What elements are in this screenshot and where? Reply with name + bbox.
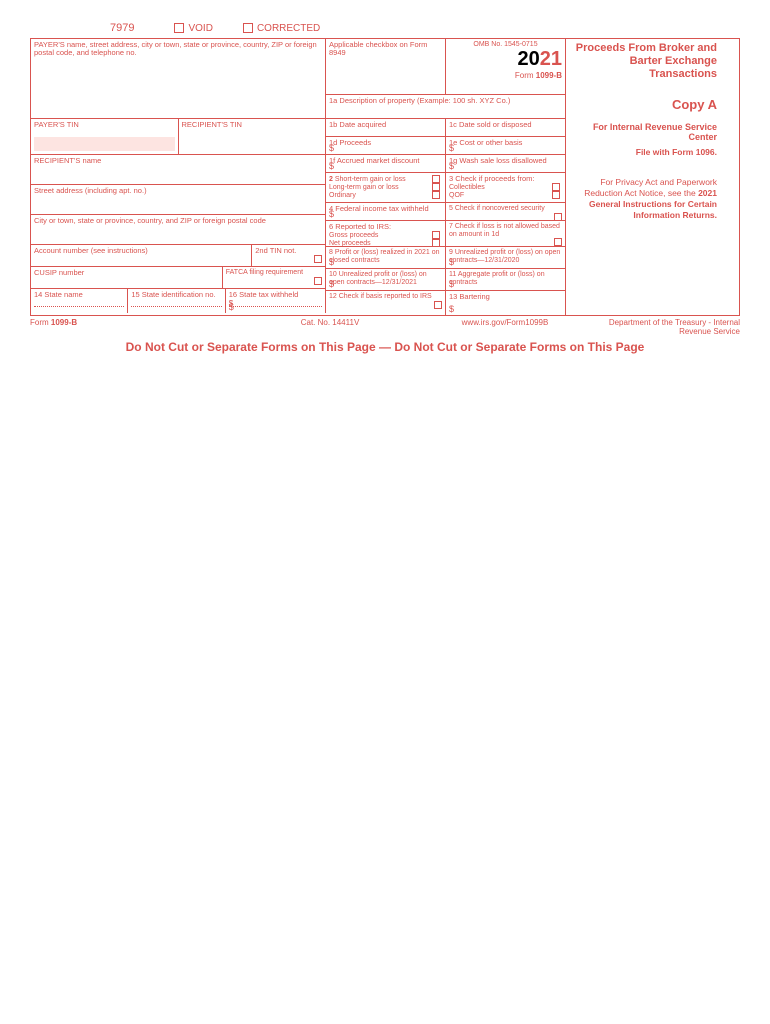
footer-url: www.irs.gov/Form1099B	[430, 318, 580, 336]
state-id-box[interactable]: 15 State identification no.	[128, 289, 225, 313]
row-4-5: 4 Federal income tax withheld$ 5 Check i…	[326, 203, 566, 221]
footer: Form 1099-B Cat. No. 14411V www.irs.gov/…	[30, 316, 740, 336]
header-mid-row: Applicable checkbox on Form 8949 OMB No.…	[326, 39, 566, 95]
account-row: Account number (see instructions) 2nd TI…	[31, 245, 326, 267]
do-not-cut-warning: Do Not Cut or Separate Forms on This Pag…	[30, 340, 740, 354]
recipient-name-box[interactable]: RECIPIENT'S name	[31, 155, 326, 185]
box-8[interactable]: 8 Profit or (loss) realized in 2021 on c…	[326, 247, 446, 269]
irs-center-info: For Internal Revenue Service Center	[570, 122, 717, 144]
row-1d-1e: 1d Proceeds$ 1e Cost or other basis$	[326, 137, 566, 155]
form-number: 7979	[110, 22, 134, 34]
box-13[interactable]: 13 Bartering$	[446, 291, 566, 315]
box-7: 7 Check if loss is not allowed based on …	[446, 221, 566, 247]
box-1d[interactable]: 1d Proceeds$	[326, 137, 446, 155]
form-1099b: 7979 VOID CORRECTED PAYER'S name, street…	[0, 0, 770, 374]
state-row: 14 State name 15 State identification no…	[31, 289, 326, 313]
left-column: PAYER'S name, street address, city or to…	[31, 39, 326, 315]
box-9[interactable]: 9 Unrealized profit or (loss) on open co…	[446, 247, 566, 269]
tin-row: PAYER'S TIN RECIPIENT'S TIN	[31, 119, 326, 155]
payer-tin-box[interactable]: PAYER'S TIN	[31, 119, 179, 155]
ordinary-checkbox[interactable]	[432, 191, 440, 199]
middle-column: Applicable checkbox on Form 8949 OMB No.…	[326, 39, 566, 315]
box-3: 3 Check if proceeds from: Collectibles Q…	[446, 173, 566, 203]
fatca-checkbox[interactable]	[314, 277, 322, 285]
footer-cat: Cat. No. 14411V	[230, 318, 430, 336]
right-column: Proceeds From Broker and Barter Exchange…	[566, 39, 721, 315]
void-label: VOID	[188, 23, 212, 34]
account-number-box[interactable]: Account number (see instructions)	[31, 245, 252, 267]
file-with-info: File with Form 1096.	[570, 147, 717, 157]
fatca-box: FATCA filing requirement	[223, 267, 326, 289]
corrected-label: CORRECTED	[257, 23, 320, 34]
street-address-box[interactable]: Street address (including apt. no.)	[31, 185, 326, 215]
tin-not-box: 2nd TIN not.	[252, 245, 326, 267]
box-1f[interactable]: 1f Accrued market discount$	[326, 155, 446, 173]
box-6: 6 Reported to IRS: Gross proceeds Net pr…	[326, 221, 446, 247]
checkbox-8949-box[interactable]: Applicable checkbox on Form 8949	[326, 39, 446, 95]
void-checkbox[interactable]	[174, 23, 184, 33]
row-8-9: 8 Profit or (loss) realized in 2021 on c…	[326, 247, 566, 269]
qof-checkbox[interactable]	[552, 191, 560, 199]
box-11[interactable]: 11 Aggregate profit or (loss) on contrac…	[446, 269, 566, 291]
recipient-tin-box[interactable]: RECIPIENT'S TIN	[179, 119, 327, 155]
collectibles-checkbox[interactable]	[552, 183, 560, 191]
row-2-3: 2 Short-term gain or loss Long-term gain…	[326, 173, 566, 203]
box-1e[interactable]: 1e Cost or other basis$	[446, 137, 566, 155]
cusip-box[interactable]: CUSIP number	[31, 267, 223, 289]
box-1c[interactable]: 1c Date sold or disposed	[446, 119, 566, 137]
loss-not-allowed-checkbox[interactable]	[554, 238, 562, 246]
footer-form: Form 1099-B	[30, 318, 77, 327]
box-2: 2 Short-term gain or loss Long-term gain…	[326, 173, 446, 203]
row-10-11: 10 Unrealized profit or (loss) on open c…	[326, 269, 566, 291]
copy-label: Copy A	[570, 97, 717, 112]
tax-year: 2021	[449, 48, 562, 71]
main-form-grid: PAYER'S name, street address, city or to…	[30, 38, 740, 316]
box-1g[interactable]: 1g Wash sale loss disallowed$	[446, 155, 566, 173]
box-4[interactable]: 4 Federal income tax withheld$	[326, 203, 446, 221]
gross-proceeds-checkbox[interactable]	[432, 231, 440, 239]
box-12: 12 Check if basis reported to IRS	[326, 291, 446, 315]
form-title: Proceeds From Broker and Barter Exchange…	[570, 42, 717, 82]
corrected-checkbox[interactable]	[243, 23, 253, 33]
footer-dept: Department of the Treasury - Internal Re…	[580, 318, 740, 336]
privacy-notice: For Privacy Act and Paperwork Reduction …	[570, 177, 717, 221]
box-5: 5 Check if noncovered security	[446, 203, 566, 221]
year-box: OMB No. 1545-0715 2021 Form 1099-B	[446, 39, 566, 95]
short-term-checkbox[interactable]	[432, 175, 440, 183]
noncovered-checkbox[interactable]	[554, 213, 562, 221]
row-1f-1g: 1f Accrued market discount$ 1g Wash sale…	[326, 155, 566, 173]
state-name-box[interactable]: 14 State name	[31, 289, 128, 313]
long-term-checkbox[interactable]	[432, 183, 440, 191]
tin-not-checkbox[interactable]	[314, 255, 322, 263]
row-6-7: 6 Reported to IRS: Gross proceeds Net pr…	[326, 221, 566, 247]
row-1b-1c: 1b Date acquired 1c Date sold or dispose…	[326, 119, 566, 137]
state-tax-box[interactable]: 16 State tax withheld $ $	[226, 289, 326, 313]
box-1a[interactable]: 1a Description of property (Example: 100…	[326, 95, 566, 119]
payer-info-box[interactable]: PAYER'S name, street address, city or to…	[31, 39, 326, 119]
cusip-row: CUSIP number FATCA filing requirement	[31, 267, 326, 289]
box-1b[interactable]: 1b Date acquired	[326, 119, 446, 137]
basis-reported-checkbox[interactable]	[434, 301, 442, 309]
box-10[interactable]: 10 Unrealized profit or (loss) on open c…	[326, 269, 446, 291]
top-checkboxes-row: 7979 VOID CORRECTED	[30, 20, 740, 36]
row-12-13: 12 Check if basis reported to IRS 13 Bar…	[326, 291, 566, 315]
city-state-box[interactable]: City or town, state or province, country…	[31, 215, 326, 245]
